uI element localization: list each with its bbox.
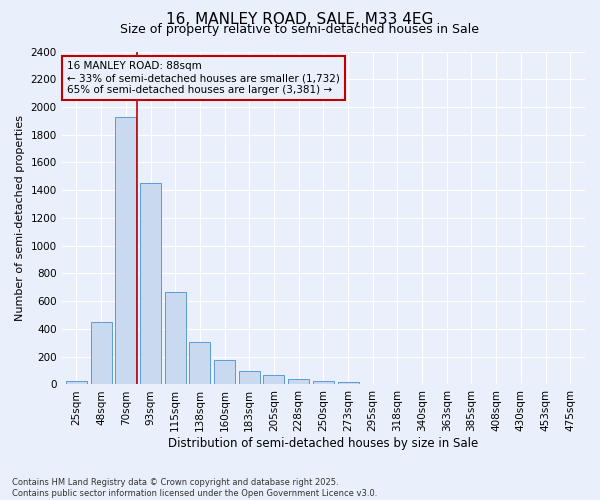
Bar <box>190 342 211 384</box>
Text: 16 MANLEY ROAD: 88sqm
← 33% of semi-detached houses are smaller (1,732)
65% of s: 16 MANLEY ROAD: 88sqm ← 33% of semi-deta… <box>67 62 340 94</box>
Bar <box>239 372 260 384</box>
Bar <box>66 381 87 384</box>
Text: Contains HM Land Registry data © Crown copyright and database right 2025.
Contai: Contains HM Land Registry data © Crown c… <box>12 478 377 498</box>
Bar <box>115 116 136 384</box>
Bar <box>91 322 112 384</box>
Text: 16, MANLEY ROAD, SALE, M33 4EG: 16, MANLEY ROAD, SALE, M33 4EG <box>166 12 434 28</box>
Bar <box>263 376 284 384</box>
Bar <box>165 292 186 384</box>
Bar <box>313 382 334 384</box>
Bar <box>140 184 161 384</box>
Text: Size of property relative to semi-detached houses in Sale: Size of property relative to semi-detach… <box>121 22 479 36</box>
X-axis label: Distribution of semi-detached houses by size in Sale: Distribution of semi-detached houses by … <box>168 437 478 450</box>
Y-axis label: Number of semi-detached properties: Number of semi-detached properties <box>15 115 25 321</box>
Bar <box>338 382 359 384</box>
Bar <box>214 360 235 384</box>
Bar <box>288 379 309 384</box>
